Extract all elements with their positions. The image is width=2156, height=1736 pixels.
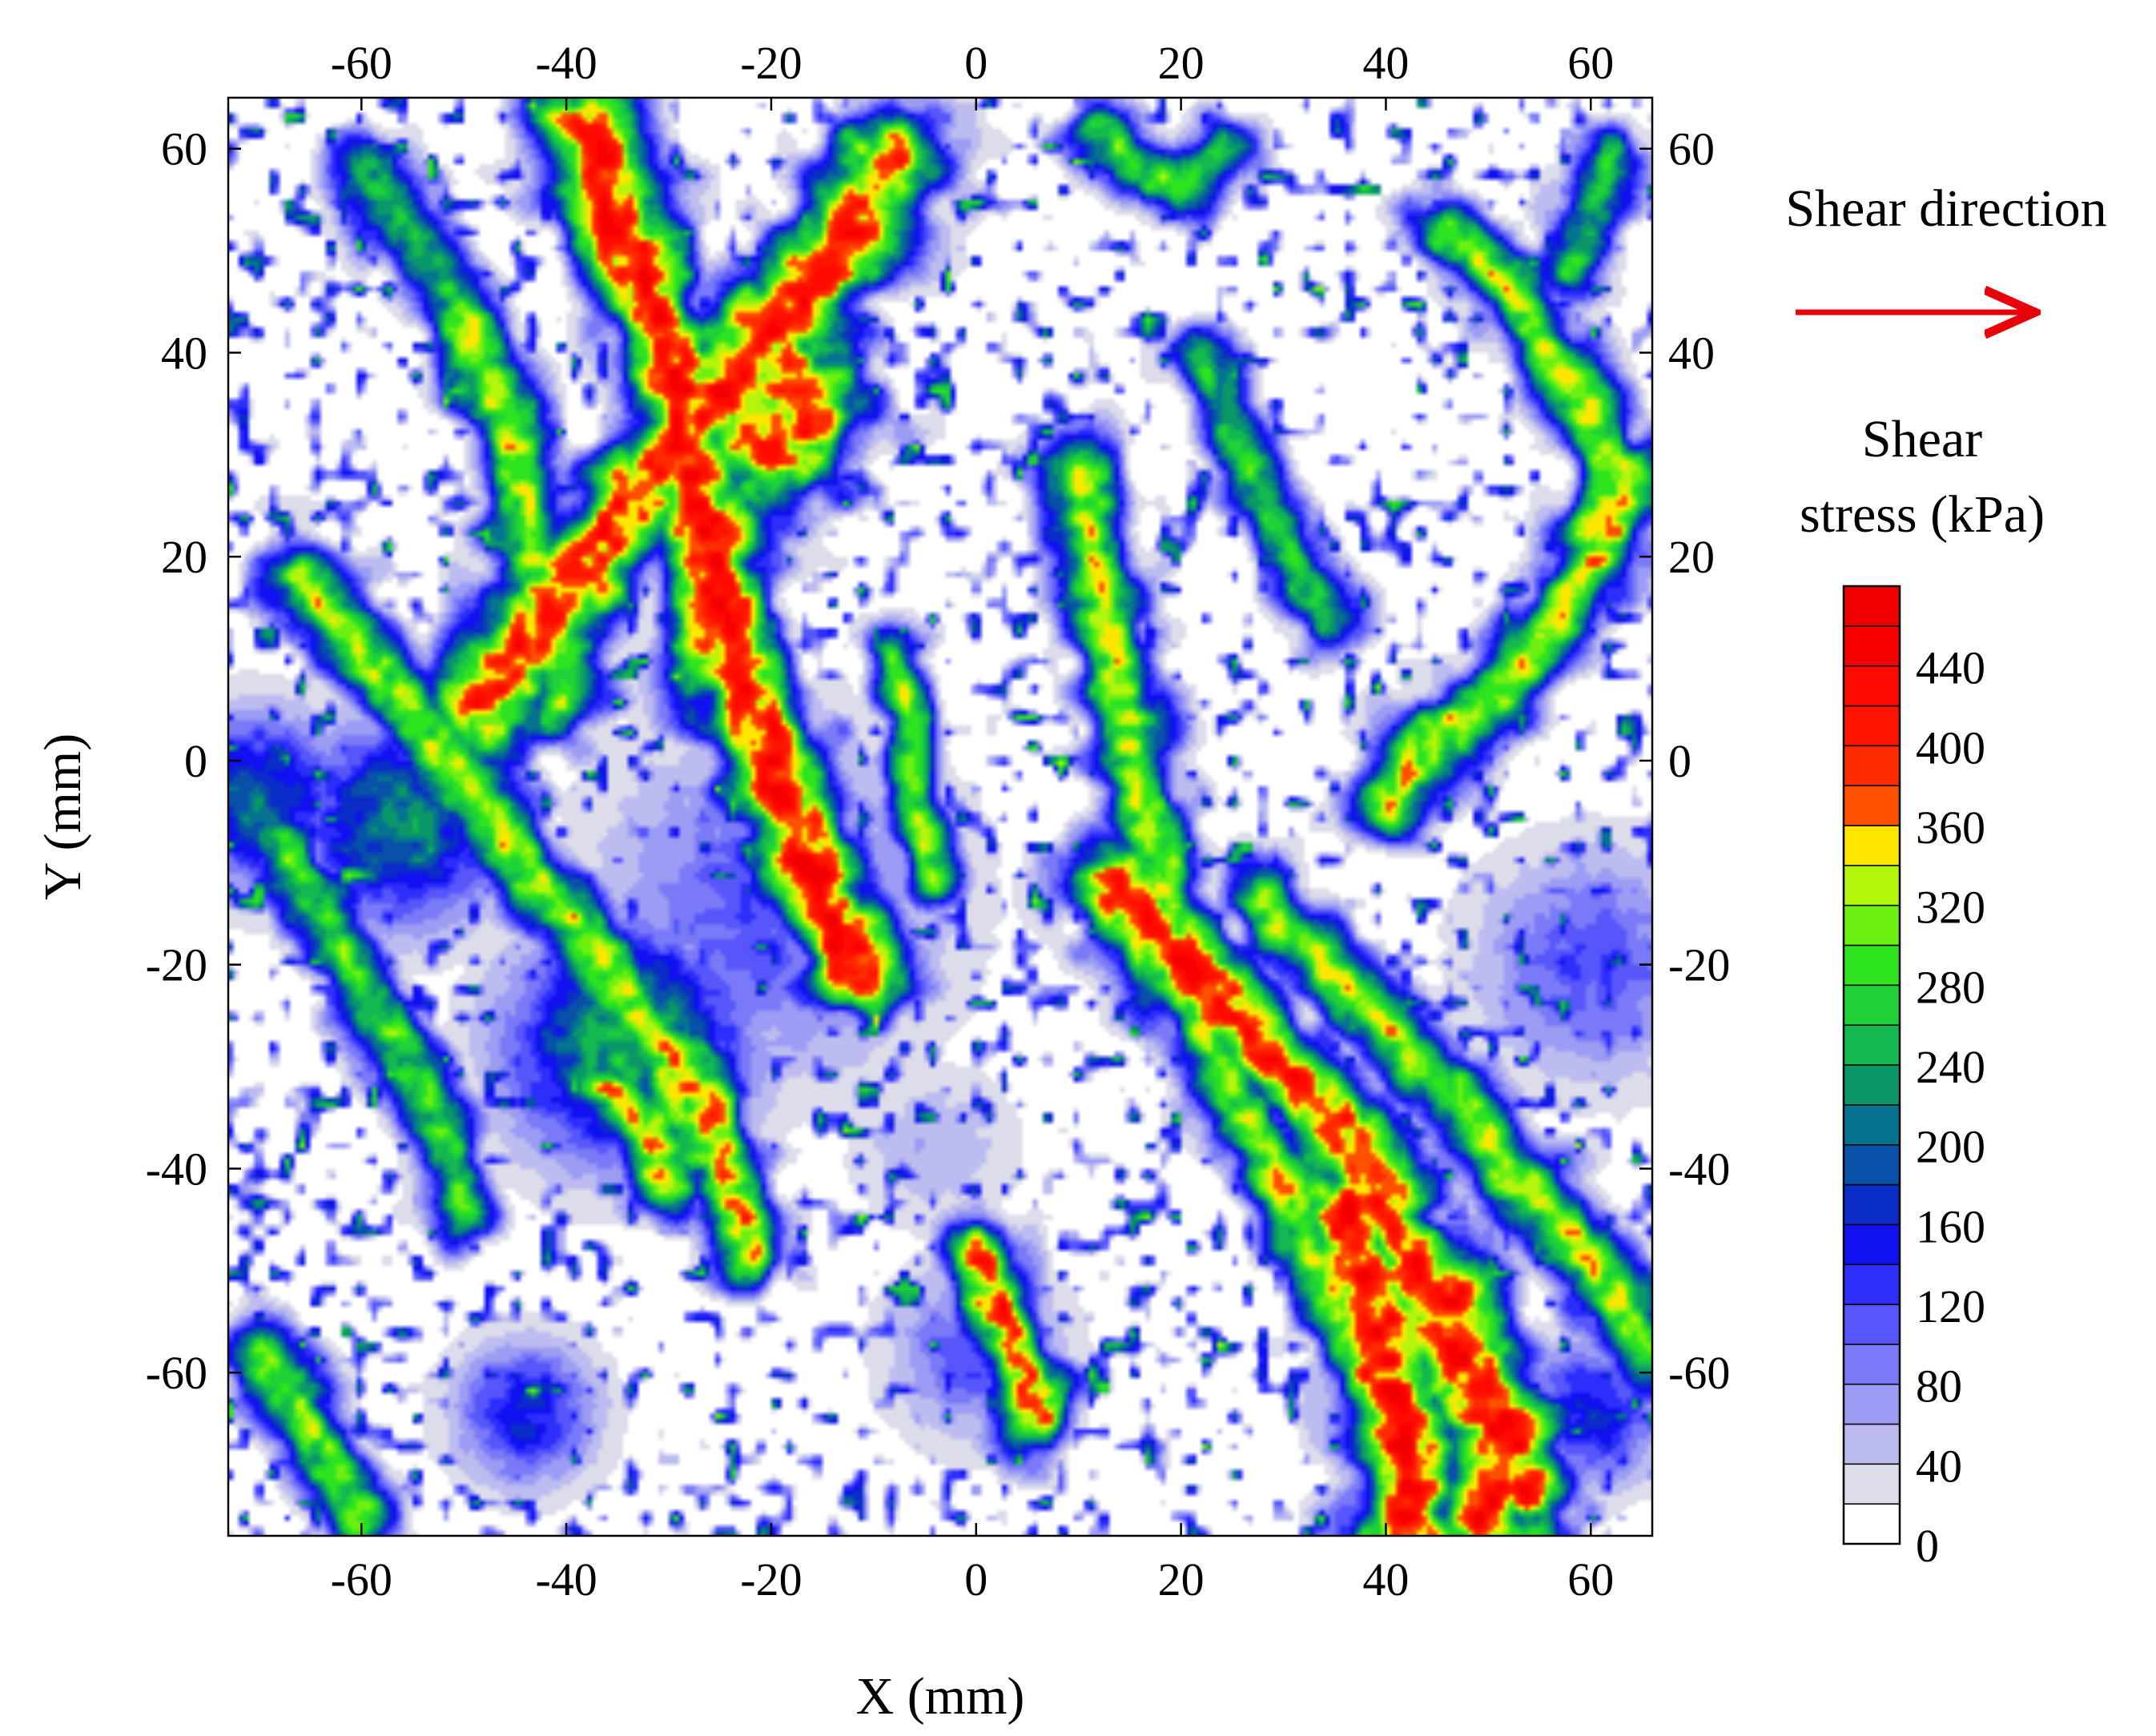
colorbar-band <box>1843 1423 1901 1465</box>
y-tick-label-left: -60 <box>146 1347 207 1399</box>
colorbar-band <box>1843 665 1901 707</box>
y-axis-title: Y (mm) <box>34 733 92 900</box>
y-tick-label-right: -20 <box>1668 939 1730 991</box>
x-tick-label-top: -40 <box>535 37 597 89</box>
colorbar-tick-label: 240 <box>1916 1041 1985 1093</box>
colorbar-tick-label: 40 <box>1916 1440 1962 1492</box>
x-tick-label-bottom: -60 <box>331 1553 392 1605</box>
colorbar-tick-label: 160 <box>1916 1200 1985 1252</box>
colorbar-band <box>1843 1143 1901 1186</box>
x-tick-label-top: 20 <box>1158 37 1205 89</box>
colorbar-tick-label: 440 <box>1916 642 1985 694</box>
shear-direction-label: Shear direction <box>1785 179 2106 238</box>
colorbar-band <box>1843 1304 1901 1345</box>
plot-frame <box>227 96 1654 1537</box>
colorbar-tick-label: 120 <box>1916 1280 1985 1332</box>
colorbar-band <box>1843 1104 1901 1146</box>
y-tick-label-left: -20 <box>146 939 207 991</box>
y-tick-label-right: -40 <box>1668 1143 1730 1195</box>
y-tick-label-left: 60 <box>161 123 207 175</box>
x-tick-label-bottom: -20 <box>740 1553 802 1605</box>
y-tick-label-left: 0 <box>184 735 207 787</box>
y-tick-label-left: -40 <box>146 1143 207 1195</box>
colorbar-band <box>1843 1264 1901 1305</box>
x-tick-label-top: -60 <box>331 37 392 89</box>
y-tick-label-right: 40 <box>1668 327 1715 379</box>
colorbar-tick-label: 400 <box>1916 721 1985 774</box>
colorbar-band <box>1843 944 1901 987</box>
contour-field <box>228 98 1652 1536</box>
colorbar-title-line1: Shear <box>1862 410 1982 468</box>
colorbar-band <box>1843 825 1901 866</box>
y-tick-label-left: 40 <box>161 327 207 379</box>
plot-area: -60 -40 -20 0 20 40 60 -60 -40 -20 0 20 40 60 60 40 20… <box>146 37 1731 1605</box>
y-tick-label-left: 20 <box>161 531 207 583</box>
x-tick-label-bottom: 40 <box>1362 1553 1409 1605</box>
y-axis-right: 60 40 20 0 -20 -40 -60 <box>1639 123 1730 1399</box>
colorbar-title-line2: stress (kPa) <box>1800 485 2045 544</box>
colorbar-frame <box>1842 585 1901 1545</box>
colorbar-band <box>1843 984 1901 1026</box>
colorbar-band <box>1843 1183 1901 1226</box>
colorbar-band <box>1843 1503 1901 1545</box>
colorbar-band <box>1843 865 1901 906</box>
colorbar-band <box>1843 1064 1901 1106</box>
y-tick-label-right: 60 <box>1668 123 1715 175</box>
y-tick-label-right: 20 <box>1668 531 1715 583</box>
colorbar-tick-label: 80 <box>1916 1360 1962 1413</box>
x-axis-title: X (mm) <box>856 1667 1025 1726</box>
x-tick-label-bottom: -40 <box>535 1553 597 1605</box>
colorbar-band <box>1843 1024 1901 1066</box>
x-axis-top: -60 -40 -20 0 20 40 60 <box>331 37 1614 111</box>
colorbar-band <box>1843 904 1901 946</box>
x-tick-label-bottom: 60 <box>1567 1553 1614 1605</box>
colorbar-tick-label: 200 <box>1916 1121 1985 1173</box>
colorbar-band <box>1843 585 1901 627</box>
x-tick-label-top: 40 <box>1362 37 1409 89</box>
x-tick-label-top: 0 <box>964 37 987 89</box>
y-axis-left: 60 40 20 0 -20 -40 -60 <box>146 123 241 1399</box>
x-tick-label-bottom: 20 <box>1158 1553 1205 1605</box>
y-tick-label-right: 0 <box>1668 735 1691 787</box>
colorbar-band <box>1843 1463 1901 1505</box>
colorbar-tick-label: 360 <box>1916 802 1985 854</box>
colorbar-band <box>1843 1344 1901 1385</box>
y-tick-label-right: -60 <box>1668 1347 1730 1399</box>
x-axis-bottom: -60 -40 -20 0 20 40 60 <box>331 1523 1614 1605</box>
colorbar-band <box>1843 625 1901 667</box>
colorbar-band <box>1843 1383 1901 1425</box>
colorbar-band <box>1843 1224 1901 1265</box>
colorbar-tick-label: 280 <box>1916 961 1985 1013</box>
x-tick-label-top: -20 <box>740 37 802 89</box>
colorbar-tick-label: 320 <box>1916 882 1985 934</box>
colorbar-tick-label: 0 <box>1916 1520 1939 1572</box>
colorbar-band <box>1843 705 1901 747</box>
colorbar-band <box>1843 785 1901 826</box>
colorbar-band <box>1843 745 1901 786</box>
x-tick-label-top: 60 <box>1567 37 1614 89</box>
x-tick-label-bottom: 0 <box>964 1553 987 1605</box>
